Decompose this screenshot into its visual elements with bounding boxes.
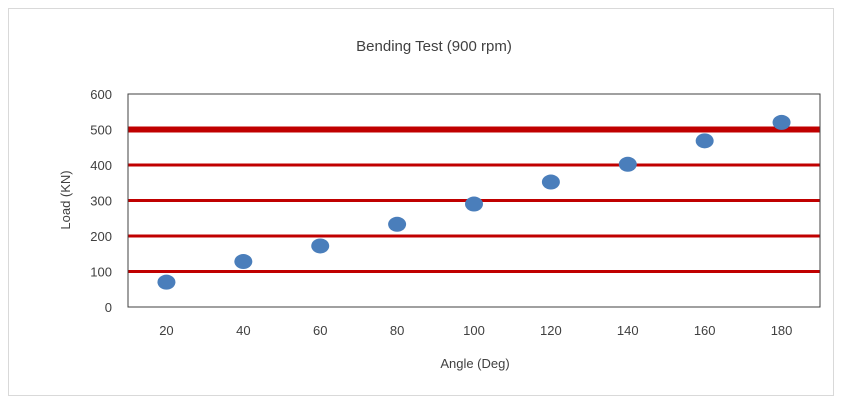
data-point (465, 196, 483, 212)
x-tick-label: 120 (540, 323, 562, 338)
data-point (311, 238, 330, 254)
x-tick-label: 40 (236, 323, 250, 338)
y-axis-label: Load (KN) (58, 170, 73, 229)
gridlines (128, 126, 820, 273)
data-point (388, 216, 407, 232)
y-tick-label: 100 (90, 265, 112, 280)
y-tick-label: 0 (105, 300, 112, 315)
chart-title: Bending Test (900 rpm) (356, 38, 512, 55)
plot-area-border (127, 93, 821, 308)
data-point (695, 133, 714, 149)
x-tick-label: 160 (694, 323, 716, 338)
data-point (157, 274, 176, 290)
x-tick-label: 60 (313, 323, 327, 338)
y-tick-label: 200 (90, 229, 112, 244)
x-tick-label: 100 (463, 323, 485, 338)
data-point (234, 254, 253, 270)
x-axis-label: Angle (Deg) (440, 356, 509, 371)
data-point (772, 114, 791, 130)
data-point (618, 156, 637, 172)
data-point (541, 174, 560, 190)
x-tick-labels: 20 40 60 80 100 120 140 160 180 (159, 323, 792, 338)
y-tick-label: 300 (90, 194, 112, 209)
x-tick-label: 20 (159, 323, 173, 338)
x-tick-label: 180 (771, 323, 793, 338)
x-tick-label: 140 (617, 323, 639, 338)
y-tick-label: 600 (90, 87, 112, 102)
y-tick-label: 500 (90, 123, 112, 138)
y-tick-labels: 0 100 200 300 400 500 600 (90, 87, 112, 315)
x-tick-label: 80 (390, 323, 404, 338)
data-points (157, 114, 791, 290)
y-tick-label: 400 (90, 158, 112, 173)
